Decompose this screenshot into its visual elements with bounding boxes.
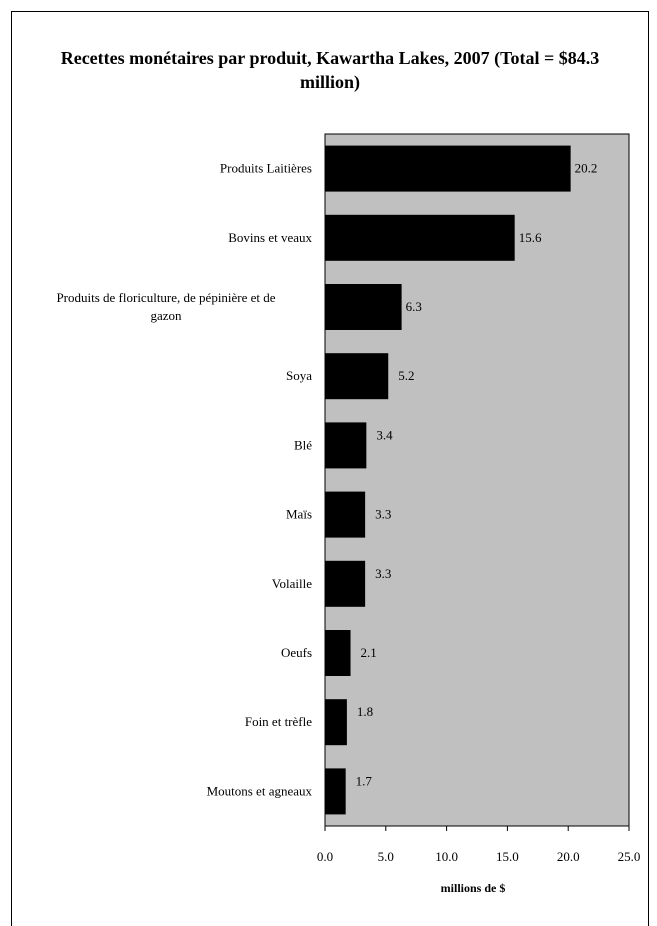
x-tick-label: 5.0: [378, 849, 394, 864]
data-label: 6.3: [406, 299, 422, 314]
category-label: Maïs: [286, 507, 312, 522]
x-tick-label: 10.0: [435, 849, 458, 864]
data-label: 3.3: [375, 566, 391, 581]
x-tick-label: 0.0: [317, 849, 333, 864]
category-label: Blé: [294, 437, 312, 452]
bar: [325, 630, 351, 676]
bar: [325, 214, 515, 261]
bar: [325, 284, 402, 330]
chart-title: Recettes monétaires par produit, Kawarth…: [60, 48, 600, 92]
x-tick-label: 15.0: [496, 849, 519, 864]
bar: [325, 145, 571, 192]
category-label: Bovins et veaux: [228, 230, 312, 245]
data-label: 15.6: [519, 230, 542, 245]
category-label: Moutons et agneaux: [207, 783, 313, 798]
category-label: Volaille: [272, 576, 312, 591]
category-label: Foin et trèfle: [245, 714, 312, 729]
data-label: 5.2: [398, 368, 414, 383]
chart-frame: [11, 11, 649, 926]
category-label: Produits Laitières: [220, 161, 312, 176]
bar: [325, 491, 366, 538]
category-label: Oeufs: [281, 645, 312, 660]
bar: [325, 353, 389, 400]
x-tick-label: 25.0: [618, 849, 641, 864]
category-label: Produits de floriculture, de pépinière e…: [56, 290, 275, 323]
bar: [325, 560, 366, 607]
data-label: 3.3: [375, 507, 391, 522]
bar: [325, 768, 346, 815]
data-label: 3.4: [376, 427, 393, 442]
category-label: Soya: [286, 368, 312, 383]
data-label: 2.1: [361, 645, 377, 660]
data-label: 20.2: [575, 161, 598, 176]
data-label: 1.8: [357, 704, 373, 719]
bar: [325, 699, 347, 746]
x-tick-label: 20.0: [557, 849, 580, 864]
data-label: 1.7: [356, 773, 373, 788]
bar: [325, 422, 367, 469]
x-axis-label: millions de $: [441, 881, 506, 895]
